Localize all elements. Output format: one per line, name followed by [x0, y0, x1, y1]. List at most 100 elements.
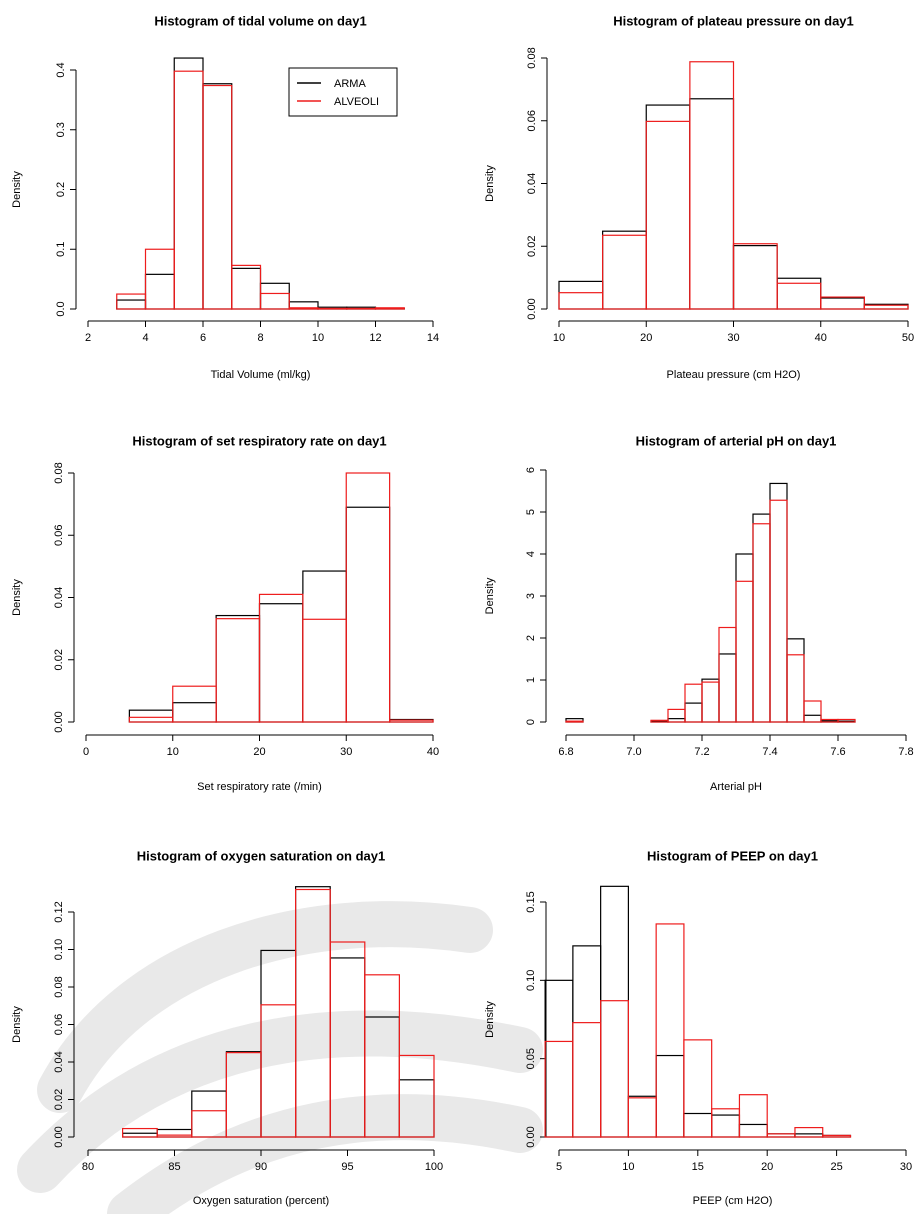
x-tick-label: 7.2: [694, 746, 709, 758]
x-tick-label: 0: [83, 746, 89, 758]
bar-alveoli: [558, 292, 604, 310]
bar-alveoli: [627, 1097, 657, 1138]
x-tick-label: 100: [425, 1161, 443, 1173]
bar-alveoli: [260, 1004, 297, 1138]
x-tick-label: 85: [168, 1161, 180, 1173]
x-tick-label: 95: [341, 1161, 353, 1173]
x-tick-label: 8: [257, 332, 263, 344]
x-tick-label: 20: [640, 332, 652, 344]
x-tick-label: 40: [427, 746, 439, 758]
legend-label: ARMA: [334, 78, 366, 90]
x-axis-label: Set respiratory rate (/min): [197, 781, 322, 793]
x-tick-label: 30: [727, 332, 739, 344]
y-tick-label: 0.00: [526, 298, 538, 319]
bar-alveoli: [295, 888, 331, 1138]
bar-alveoli: [776, 282, 822, 310]
bar-alveoli: [398, 1054, 435, 1138]
bar-alveoli: [689, 61, 735, 310]
y-tick-label: 0.02: [53, 649, 65, 670]
y-tick-label: 0.00: [525, 1126, 537, 1147]
bar-alveoli: [215, 618, 261, 723]
bar-alveoli: [225, 1052, 262, 1138]
x-tick-label: 7.4: [762, 746, 777, 758]
bar-alveoli: [735, 580, 754, 723]
bar-alveoli: [259, 292, 290, 310]
chart-title: Histogram of arterial pH on day1: [636, 434, 837, 449]
x-axis-label: Arterial pH: [710, 781, 762, 793]
bar-arma: [544, 979, 574, 1138]
x-tick-label: 10: [167, 746, 179, 758]
y-tick-label: 0.08: [526, 47, 538, 68]
bar-arma: [259, 282, 290, 310]
bar-arma: [820, 297, 865, 310]
y-axis-label: Density: [484, 1001, 496, 1038]
bar-arma: [156, 1128, 193, 1138]
x-tick-label: 10: [312, 332, 324, 344]
bar-alveoli: [544, 1040, 574, 1138]
y-tick-label: 0.06: [53, 1014, 65, 1035]
bar-alveoli: [769, 499, 788, 723]
chart-panel-5: Histogram of oxygen saturation on day1 80…: [11, 849, 443, 1207]
bar-arma: [738, 1123, 768, 1138]
x-axis-label: Oxygen saturation (percent): [193, 1195, 329, 1207]
x-tick-label: 14: [427, 332, 439, 344]
y-tick-label: 0.0: [55, 301, 67, 316]
y-tick-label: 0.10: [53, 939, 65, 960]
y-tick-label: 0.08: [53, 462, 65, 483]
bar-alveoli: [837, 718, 856, 723]
y-axis-label: Density: [484, 165, 496, 202]
y-axis-label: Density: [11, 171, 23, 208]
bar-arma: [803, 714, 822, 723]
y-tick-label: 0.08: [53, 976, 65, 997]
bar-alveoli: [329, 941, 366, 1138]
y-tick-label: 5: [525, 509, 537, 515]
bar-arma: [144, 273, 175, 310]
bar-alveoli: [738, 1094, 768, 1138]
bar-arma: [684, 702, 703, 723]
y-tick-label: 0.05: [525, 1048, 537, 1069]
bar-arma: [701, 678, 720, 723]
bar-arma: [295, 886, 331, 1138]
bar-arma: [191, 1090, 228, 1138]
bar-arma: [202, 83, 233, 310]
y-tick-label: 0.04: [53, 587, 65, 608]
bar-alveoli: [683, 1039, 713, 1138]
x-tick-label: 30: [340, 746, 352, 758]
chart-title: Histogram of set respiratory rate on day…: [132, 434, 386, 449]
bar-alveoli: [144, 248, 175, 310]
bar-alveoli: [389, 719, 434, 723]
bar-arma: [711, 1114, 741, 1138]
bar-alveoli: [565, 720, 584, 723]
y-tick-label: 0.10: [525, 970, 537, 991]
chart-panel-4: Histogram of arterial pH on day1 6.8 7.0 7.…: [484, 434, 914, 793]
bar-alveoli: [732, 243, 778, 310]
legend: ARMA ALVEOLI: [288, 67, 398, 117]
bar-arma: [600, 885, 630, 1138]
x-tick-label: 90: [255, 1161, 267, 1173]
bar-arma: [645, 104, 691, 310]
bar-arma: [683, 1112, 713, 1138]
y-tick-label: 0.06: [53, 525, 65, 546]
bar-arma: [718, 653, 737, 723]
bar-alveoli: [766, 1133, 796, 1138]
y-tick-label: 0.04: [53, 1051, 65, 1072]
bar-arma: [398, 1079, 435, 1138]
bar-alveoli: [116, 293, 147, 310]
x-axis-label: PEEP (cm H2O): [693, 1195, 773, 1207]
bar-alveoli: [711, 1108, 741, 1138]
bar-arma: [258, 603, 304, 723]
y-tick-label: 3: [525, 593, 537, 599]
bar-alveoli: [302, 618, 347, 723]
bar-arma: [655, 1054, 685, 1138]
bar-alveoli: [752, 523, 771, 723]
chart-title: Histogram of plateau pressure on day1: [613, 14, 854, 29]
y-axis-label: Density: [484, 577, 496, 614]
chart-panel-3: Histogram of set respiratory rate on day…: [11, 434, 439, 793]
x-tick-label: 25: [830, 1161, 842, 1173]
bar-arma: [602, 230, 647, 310]
bar-alveoli: [786, 654, 805, 723]
legend-label: ALVEOLI: [334, 96, 379, 108]
bar-arma: [345, 506, 391, 723]
